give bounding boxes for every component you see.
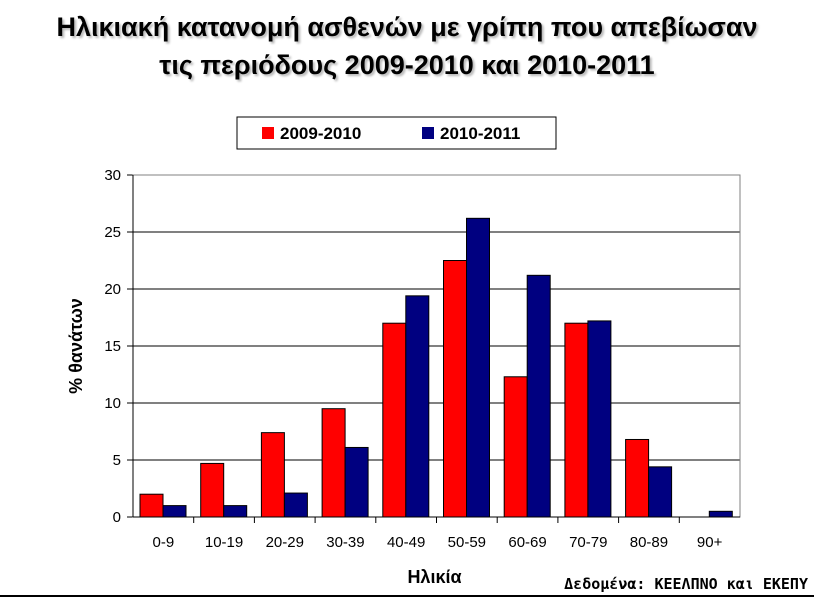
- legend-label-2009-2010: 2009-2010: [280, 124, 361, 143]
- legend-box: [236, 116, 557, 150]
- bar-2009-2010-50-59: [443, 260, 467, 518]
- bar-2010-2011-10-19: [223, 505, 248, 518]
- bar-2009-2010-20-29: [260, 432, 285, 518]
- x-tick-label: 0-9: [153, 534, 175, 551]
- data-source-note: Δεδομένα: ΚΕΕΛΠΝΟ και ΕΚΕΠΥ: [564, 575, 808, 593]
- bar-2009-2010-0-9: [139, 493, 164, 518]
- bar-2010-2011-0-9: [162, 505, 187, 518]
- y-tick-label: 25: [104, 224, 121, 241]
- x-tick-label: 60-69: [508, 534, 546, 551]
- bar-2009-2010-80-89: [625, 438, 650, 518]
- bar-2009-2010-40-49: [382, 322, 407, 518]
- bar-2010-2011-80-89: [648, 466, 673, 518]
- x-tick-label: 10-19: [205, 534, 243, 551]
- chart-title-line1: Ηλικιακή κατανομή ασθενών με γρίπη που α…: [56, 12, 758, 42]
- x-tick-label: 50-59: [448, 534, 486, 551]
- legend-label-2010-2011: 2010-2011: [440, 124, 520, 143]
- y-axis-label: % θανάτων: [66, 298, 86, 394]
- x-tick-label: 80-89: [630, 534, 668, 551]
- bar-2009-2010-10-19: [200, 462, 225, 518]
- y-tick-label: 5: [113, 452, 121, 469]
- y-tick-label: 30: [104, 167, 121, 184]
- y-tick-label: 0: [113, 509, 121, 526]
- x-tick-label: 30-39: [326, 534, 364, 551]
- x-tick-label: 40-49: [387, 534, 425, 551]
- legend-swatch-2009-2010: [262, 127, 274, 139]
- y-tick-label: 20: [104, 281, 121, 298]
- bar-2009-2010-30-39: [321, 408, 346, 518]
- y-tick-label: 15: [104, 338, 121, 355]
- chart-title: Ηλικιακή κατανομή ασθενών με γρίπη που α…: [0, 8, 814, 84]
- bar-2010-2011-90+: [708, 510, 733, 518]
- chart-title-line2: τις περιόδους 2009-2010 και 2010-2011: [159, 50, 655, 80]
- bar-2010-2011-30-39: [344, 446, 369, 518]
- bar-2009-2010-60-69: [503, 376, 528, 518]
- bar-2010-2011-50-59: [466, 217, 490, 518]
- legend-swatch-2010-2011: [422, 127, 434, 139]
- x-tick-label: 90+: [697, 534, 723, 551]
- y-tick-label: 10: [104, 395, 121, 412]
- bar-2010-2011-20-29: [283, 492, 308, 518]
- bar-2010-2011-70-79: [587, 320, 612, 518]
- x-axis-label: Ηλικία: [407, 567, 461, 587]
- bottom-divider: [0, 595, 814, 597]
- x-tick-label: 70-79: [569, 534, 607, 551]
- bar-2009-2010-70-79: [564, 322, 589, 518]
- bar-2010-2011-40-49: [405, 295, 430, 518]
- x-tick-label: 20-29: [266, 534, 304, 551]
- bar-2010-2011-60-69: [526, 274, 551, 518]
